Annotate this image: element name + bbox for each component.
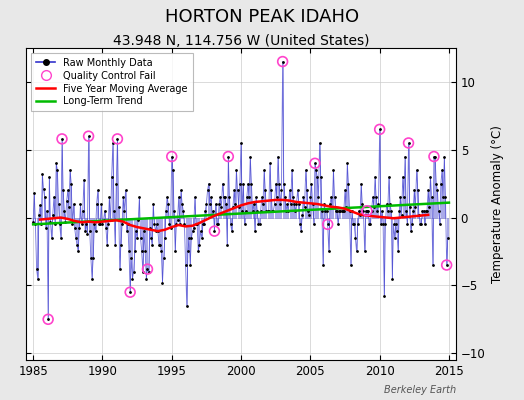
Y-axis label: Temperature Anomaly (°C): Temperature Anomaly (°C): [491, 125, 504, 283]
Point: [224, 153, 233, 160]
Text: HORTON PEAK IDAHO: HORTON PEAK IDAHO: [165, 8, 359, 26]
Legend: Raw Monthly Data, Quality Control Fail, Five Year Moving Average, Long-Term Tren: Raw Monthly Data, Quality Control Fail, …: [31, 53, 192, 111]
Point: [44, 316, 52, 322]
Point: [113, 136, 122, 142]
Point: [323, 221, 332, 228]
Point: [376, 126, 384, 132]
Point: [363, 208, 371, 214]
Point: [278, 58, 287, 65]
Point: [442, 262, 451, 268]
Point: [210, 228, 219, 234]
Point: [168, 153, 176, 160]
Text: Berkeley Earth: Berkeley Earth: [384, 385, 456, 395]
Title: 43.948 N, 114.756 W (United States): 43.948 N, 114.756 W (United States): [113, 34, 369, 48]
Point: [430, 153, 438, 160]
Point: [126, 289, 134, 295]
Point: [58, 136, 66, 142]
Point: [311, 160, 319, 166]
Point: [84, 133, 93, 139]
Point: [405, 140, 413, 146]
Point: [143, 266, 151, 272]
